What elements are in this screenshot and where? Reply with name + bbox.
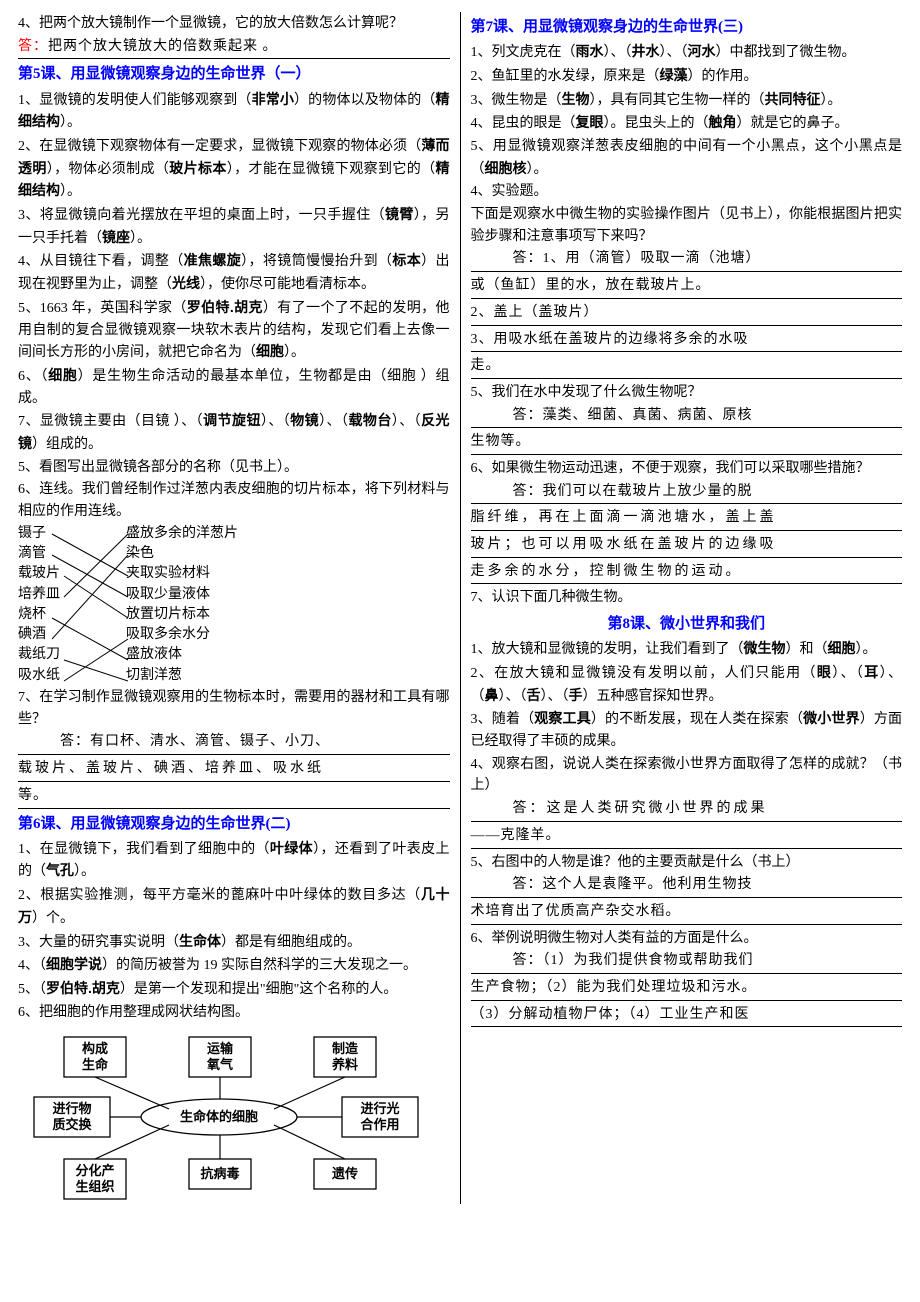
node-1: 运输 (207, 1041, 234, 1056)
match-r6: 盛放液体 (126, 647, 182, 662)
match-l1: 滴管 (18, 546, 46, 561)
lesson-8-title: 第8课、微小世界和我们 (471, 613, 903, 636)
l7-item-6b: 下面是观察水中微生物的实验操作图片（见书上），你能根据图片把实验步骤和注意事项写… (471, 204, 903, 247)
l5-item-3: 3、将显微镜向着光摆放在平坦的桌面上时，一只手握住（镜臂），另一只手托着（镜座）… (18, 204, 450, 249)
l8-6-ans-3: （3）分解动植物尸体；（4）工业生产和医 (471, 1004, 903, 1028)
l8-item-3: 3、随着（观察工具）的不断发展，现在人类在探索（微小世界）方面已经取得了丰硕的成… (471, 708, 903, 752)
l8-item-4: 4、观察右图，说说人类在探索微小世界方面取得了怎样的成就？（书上） (471, 754, 903, 797)
svg-text:生组织: 生组织 (75, 1179, 114, 1194)
match-l0: 镊子 (18, 526, 46, 541)
match-l4: 烧杯 (18, 607, 46, 622)
l5-item-9: 6、连线。我们曾经制作过洋葱内表皮细胞的切片标本，将下列材料与相应的作用连线。 (18, 479, 450, 522)
l7-ans-3: 2、盖上（盖玻片） (471, 302, 903, 326)
l7-ans-1: 答：1、用（滴管）吸取一滴（池塘） (471, 248, 903, 272)
l7-ans-4: 3、用吸水纸在盖玻片的边缘将多余的水吸 (471, 329, 903, 353)
node-5: 分化产 (75, 1163, 114, 1178)
answer-label: 答： (18, 39, 48, 54)
l8-5-ans-2: 术培育出了优质高产杂交水稻。 (471, 901, 903, 925)
match-l2: 载玻片 (18, 566, 60, 581)
match-r5: 吸取多余水分 (126, 627, 210, 642)
answer-4-text: 把两个放大镜放大的倍数乘起来 。 (48, 39, 278, 54)
matching-exercise: 镊子 盛放多余的洋葱片 滴管 染色 载玻片 夹取实验材料 培养皿 吸取少量液体 烧杯 放置… (18, 524, 450, 686)
two-column-layout: 4、把两个放大镜制作一个显微镜，它的放大倍数怎么计算呢？ 答：把两个放大镜放大的… (8, 12, 912, 1204)
l8-item-1: 1、放大镜和显微镜的发明，让我们看到了（微生物）和（细胞）。 (471, 638, 903, 661)
l5-answer-10-2: 载玻片、盖玻片、碘酒、培养皿、吸水纸 (18, 758, 450, 782)
l8-6-ans-1: 答：（1）为我们提供食物或帮助我们 (471, 950, 903, 974)
match-r1: 染色 (126, 546, 154, 561)
node-6: 抗病毒 (200, 1166, 239, 1181)
l7-8-ans-1: 答：我们可以在载玻片上放少量的脱 (471, 481, 903, 505)
l5-item-2: 2、在显微镜下观察物体有一定要求，显微镜下观察的物体必须（薄而透明），物体必须制… (18, 135, 450, 203)
l7-item-9: 7、认识下面几种微生物。 (471, 587, 903, 609)
l5-item-4: 4、从目镜往下看，调整（准焦螺旋），将镜筒慢慢抬升到（标本）出现在视野里为止，调… (18, 250, 450, 295)
node-2: 制造 (332, 1041, 359, 1056)
l7-8-ans-4: 走多余的水分，控制微生物的运动。 (471, 561, 903, 585)
l7-item-4: 4、昆虫的眼是（复眼）。昆虫头上的（触角）就是它的鼻子。 (471, 112, 903, 135)
l8-4-ans-1: 答：这是人类研究微小世界的成果 (471, 798, 903, 822)
l6-item-6: 6、把细胞的作用整理成网状结构图。 (18, 1002, 450, 1024)
l7-item-8: 6、如果微生物运动迅速，不便于观察，我们可以采取哪些措施？ (471, 458, 903, 480)
svg-text:养料: 养料 (331, 1057, 358, 1072)
match-l7: 吸水纸 (18, 668, 60, 683)
cell-network-diagram: 构成生命 运输氧气 制造养料 进行物质交换 生命体的细胞 进行光合作用 分化产生… (18, 1029, 450, 1204)
l6-item-4: 4、（细胞学说）的简历被誉为 19 实际自然科学的三大发现之一。 (18, 954, 450, 977)
match-r2: 夹取实验材料 (126, 566, 210, 581)
l7-ans-2: 或（鱼缸）里的水，放在载玻片上。 (471, 275, 903, 299)
l7-item-7: 5、我们在水中发现了什么微生物呢？ (471, 382, 903, 404)
l7-8-ans-3: 玻片；也可以用吸水纸在盖玻片的边缘吸 (471, 534, 903, 558)
match-r7: 切割洋葱 (126, 668, 182, 683)
l7-item-2: 2、鱼缸里的水发绿，原来是（绿藻）的作用。 (471, 65, 903, 88)
match-r3: 吸取少量液体 (126, 587, 210, 602)
l6-item-2: 2、根据实验推测，每平方毫米的蓖麻叶中叶绿体的数目多达（几十万）个。 (18, 884, 450, 929)
network-svg: 构成生命 运输氧气 制造养料 进行物质交换 生命体的细胞 进行光合作用 分化产生… (24, 1029, 444, 1204)
match-l3: 培养皿 (18, 587, 60, 602)
svg-text:合作用: 合作用 (360, 1117, 399, 1132)
l5-item-7: 7、显微镜主要由（目镜 ）、（调节旋钮）、（物镜）、（载物台）、（反光镜）组成的… (18, 410, 450, 455)
svg-text:氧气: 氧气 (206, 1057, 233, 1072)
node-center: 生命体的细胞 (180, 1109, 258, 1124)
l7-item-3: 3、微生物是（生物），具有同其它生物一样的（共同特征）。 (471, 89, 903, 112)
l8-item-5: 5、右图中的人物是谁？他的主要贡献是什么（书上） (471, 852, 903, 874)
l5-item-6: 6、（细胞）是生物生命活动的最基本单位，生物都是由（细胞 ）组成。 (18, 365, 450, 409)
node-4: 进行光 (360, 1101, 399, 1116)
match-r4: 放置切片标本 (126, 607, 210, 622)
l5-item-8: 5、看图写出显微镜各部分的名称（见书上）。 (18, 457, 450, 479)
l5-item-10: 7、在学习制作显微镜观察用的生物标本时，需要用的器材和工具有哪些？ (18, 687, 450, 730)
l6-item-3: 3、大量的研究事实说明（生命体）都是有细胞组成的。 (18, 931, 450, 954)
l7-8-ans-2: 脂纤维，再在上面滴一滴池塘水，盖上盖 (471, 507, 903, 531)
l5-answer-10-1: 答：有口杯、清水、滴管、镊子、小刀、 (18, 731, 450, 755)
l8-5-ans-1: 答：这个人是袁隆平。他利用生物技 (471, 874, 903, 898)
match-l5: 碘酒 (18, 627, 46, 642)
l6-item-1: 1、在显微镜下，我们看到了细胞中的（叶绿体），还看到了叶表皮上的（气孔）。 (18, 838, 450, 883)
l5-item-5: 5、1663 年，英国科学家（罗伯特.胡克）有了一个了不起的发明，他用自制的复合… (18, 297, 450, 364)
answer-4: 答：把两个放大镜放大的倍数乘起来 。 (18, 36, 450, 60)
l7-item-5: 5、用显微镜观察洋葱表皮细胞的中间有一个小黑点，这个小黑点是（细胞核）。 (471, 136, 903, 180)
svg-text:质交换: 质交换 (52, 1117, 92, 1132)
l8-item-2: 2、在放大镜和显微镜没有发明以前，人们只能用（眼）、（耳）、（鼻）、（舌）、（手… (471, 662, 903, 707)
question-4: 4、把两个放大镜制作一个显微镜，它的放大倍数怎么计算呢？ (18, 13, 450, 35)
lesson-6-title: 第6课、用显微镜观察身边的生命世界(二) (18, 813, 450, 836)
match-l6: 裁纸刀 (18, 647, 60, 662)
node-0: 构成 (82, 1041, 108, 1056)
svg-text:生命: 生命 (82, 1057, 109, 1072)
match-pairs: 镊子 盛放多余的洋葱片 滴管 染色 载玻片 夹取实验材料 培养皿 吸取少量液体 烧杯 放置… (18, 524, 450, 686)
l5-item-1: 1、显微镜的发明使人们能够观察到（非常小）的物体以及物体的（精细结构）。 (18, 89, 450, 134)
match-r0: 盛放多余的洋葱片 (126, 526, 238, 541)
l8-item-6: 6、举例说明微生物对人类有益的方面是什么。 (471, 928, 903, 950)
l8-4-ans-2: ——克隆羊。 (471, 825, 903, 849)
lesson-5-title: 第5课、用显微镜观察身边的生命世界（一） (18, 63, 450, 86)
l6-item-5: 5、（罗伯特.胡克）是第一个发现和提出"细胞"这个名称的人。 (18, 978, 450, 1001)
left-column: 4、把两个放大镜制作一个显微镜，它的放大倍数怎么计算呢？ 答：把两个放大镜放大的… (8, 12, 461, 1204)
l7-item-6: 4、实验题。 (471, 181, 903, 203)
l7-item-1: 1、列文虎克在（雨水）、（井水）、（河水）中都找到了微生物。 (471, 41, 903, 64)
l8-6-ans-2: 生产食物；（2）能为我们处理垃圾和污水。 (471, 977, 903, 1001)
right-column: 第7课、用显微镜观察身边的生命世界(三) 1、列文虎克在（雨水）、（井水）、（河… (461, 12, 913, 1204)
l7-ans-5: 走。 (471, 355, 903, 379)
l5-answer-10-3: 等。 (18, 785, 450, 809)
node-3: 进行物 (52, 1101, 91, 1116)
node-7: 遗传 (331, 1166, 358, 1181)
lesson-7-title: 第7课、用显微镜观察身边的生命世界(三) (471, 16, 903, 39)
l7-7-ans-2: 生物等。 (471, 431, 903, 455)
l7-7-ans-1: 答：藻类、细菌、真菌、病菌、原核 (471, 405, 903, 429)
